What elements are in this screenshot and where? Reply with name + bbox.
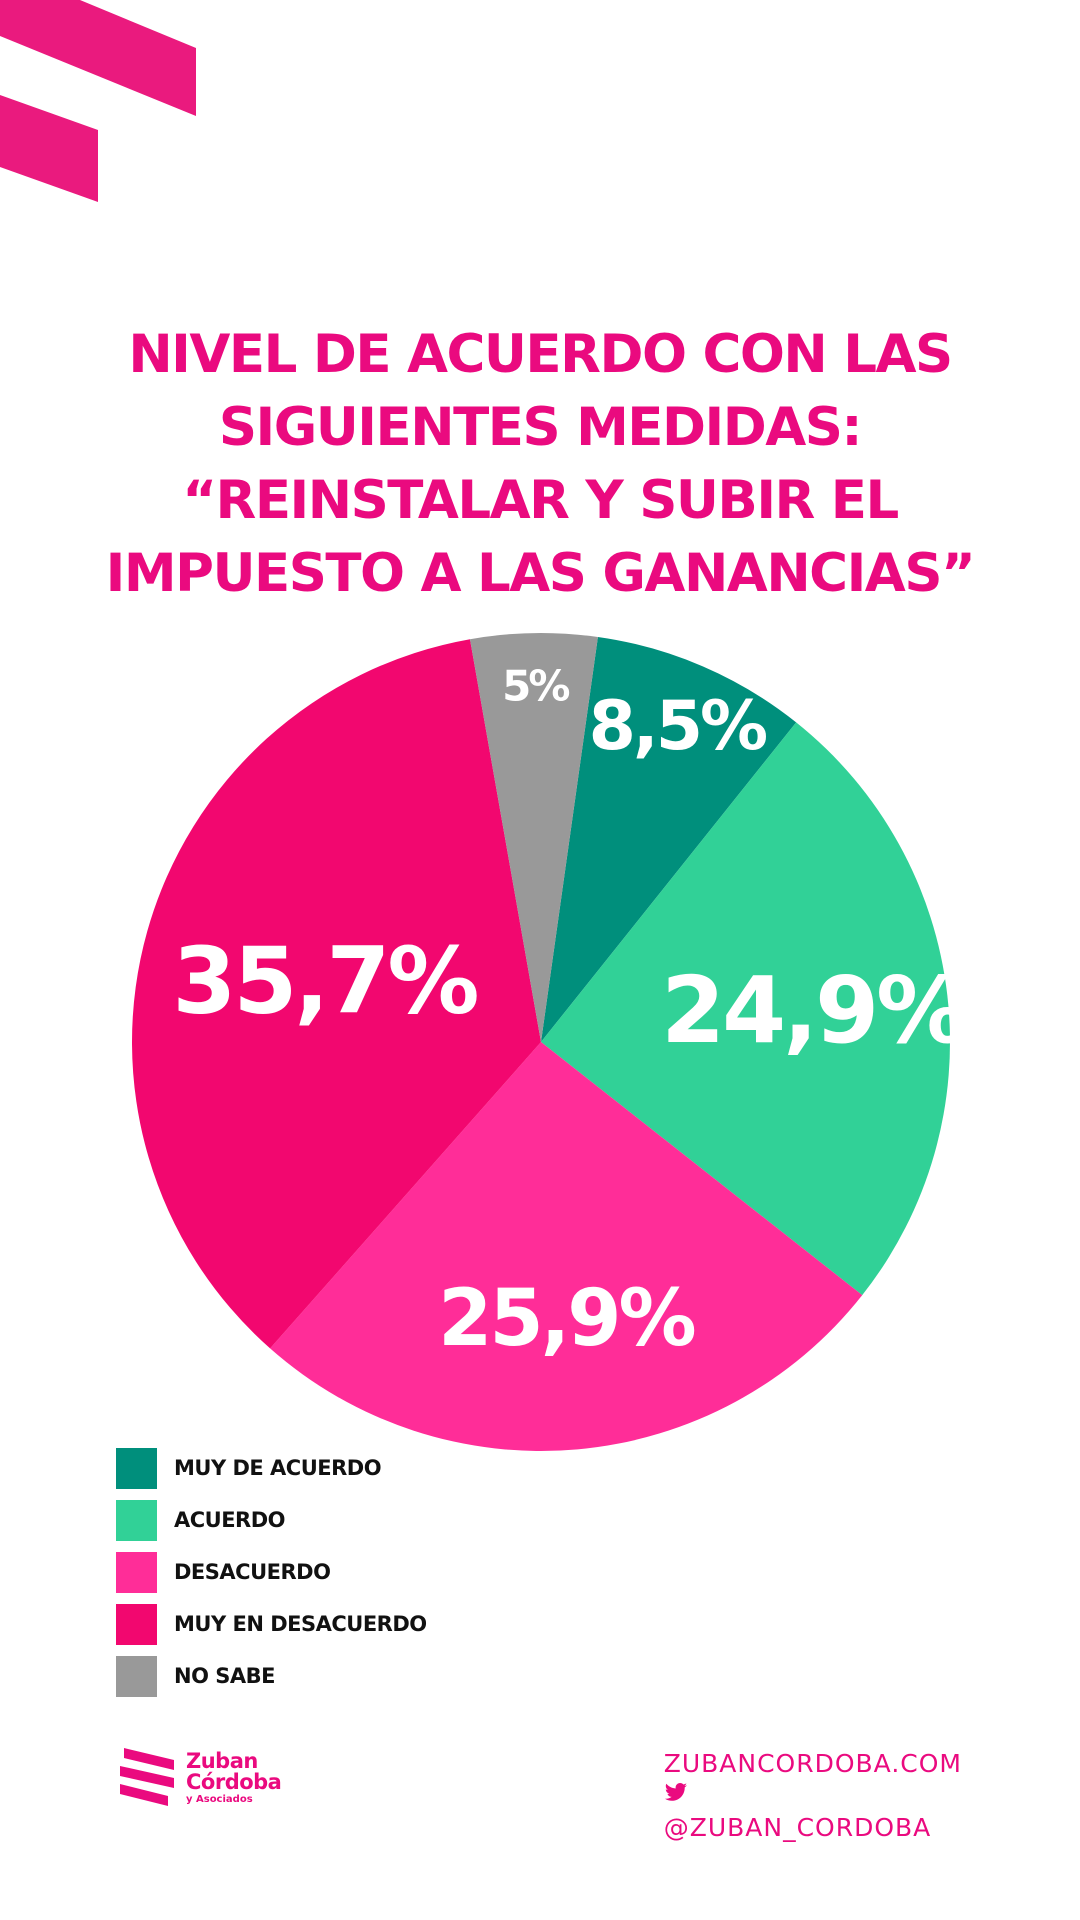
legend-item: ACUERDO (116, 1494, 427, 1546)
title-line: IMPUESTO A LAS GANANCIAS” (105, 543, 976, 604)
legend-swatch (116, 1551, 157, 1593)
legend-swatch (116, 1655, 157, 1697)
title-line: SIGUIENTES MEDIDAS: (218, 397, 863, 458)
logo-wordmark: Zuban Córdoba y Asociados (186, 1749, 282, 1805)
pie-slice (270, 1042, 863, 1452)
slice-data-label: 35,7% (172, 927, 477, 1034)
legend-label: ACUERDO (174, 1508, 286, 1532)
title-line: NIVEL DE ACUERDO CON LAS (128, 324, 953, 385)
slice-data-label: 25,9% (438, 1274, 694, 1364)
corner-decoration (0, 0, 196, 202)
legend-swatch (116, 1603, 157, 1645)
pie-slice (131, 639, 542, 1349)
legend-swatch (116, 1447, 157, 1489)
legend-label: MUY EN DESACUERDO (174, 1612, 427, 1636)
chart-title: NIVEL DE ACUERDO CON LAS SIGUIENTES MEDI… (0, 318, 1080, 610)
pie-slice (541, 636, 797, 1042)
legend-label: MUY DE ACUERDO (174, 1456, 382, 1480)
legend-item: MUY EN DESACUERDO (116, 1598, 427, 1650)
twitter-bird-icon (664, 1783, 687, 1801)
logo-line: Córdoba (186, 1770, 282, 1794)
footer-links: ZUBANCORDOBA.COM @ZUBAN_CORDOBA (664, 1748, 962, 1844)
legend-item: MUY DE ACUERDO (116, 1442, 427, 1494)
slice-data-label: 8,5% (589, 687, 766, 766)
twitter-handle[interactable]: @ZUBAN_CORDOBA (664, 1780, 962, 1844)
logo-subtitle: y Asociados (186, 1794, 253, 1805)
legend-label: DESACUERDO (174, 1560, 331, 1584)
twitter-handle-text: @ZUBAN_CORDOBA (663, 1813, 932, 1842)
title-line: “REINSTALAR Y SUBIR EL (182, 470, 899, 531)
pie-slice (541, 722, 951, 1296)
slice-data-label: 5% (502, 662, 569, 711)
legend-item: NO SABE (116, 1650, 427, 1702)
logo-line: Zuban (186, 1749, 258, 1773)
legend-swatch (116, 1499, 157, 1541)
legend-item: DESACUERDO (116, 1546, 427, 1598)
pie-slice (469, 633, 598, 1042)
brand-logo: Zuban Córdoba y Asociados (118, 1746, 282, 1810)
slice-data-label: 24,9% (661, 957, 966, 1064)
legend: MUY DE ACUERDO ACUERDO DESACUERDO MUY EN… (116, 1442, 427, 1702)
website-link[interactable]: ZUBANCORDOBA.COM (663, 1749, 962, 1778)
pie-chart: 8,5% 24,9% 25,9% 35,7% 5% (131, 633, 969, 1452)
legend-label: NO SABE (174, 1664, 275, 1688)
logo-stripes-icon (120, 1748, 174, 1806)
